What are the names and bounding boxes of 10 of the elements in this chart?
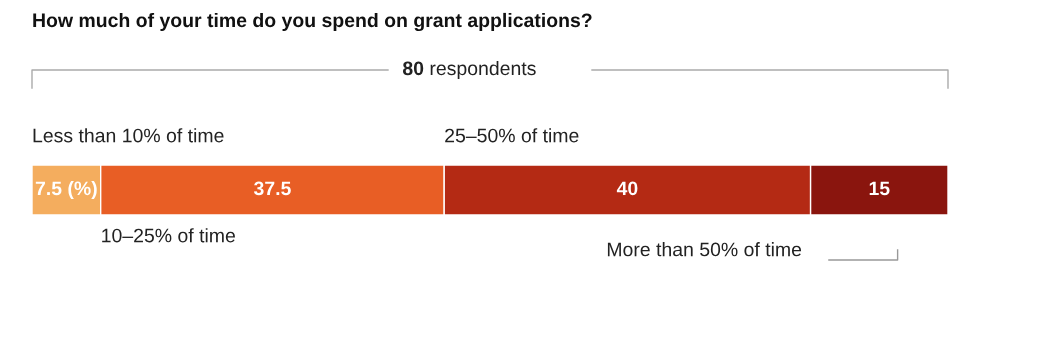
series-label: 25–50% of time	[445, 128, 579, 143]
series-label: Less than 10% of time	[33, 128, 224, 143]
data-label: 15	[869, 181, 890, 196]
data-label: 37.5	[253, 181, 291, 196]
series-label: 10–25% of time	[102, 228, 235, 243]
series-label: More than 50% of time	[607, 242, 802, 257]
data-label: 40	[616, 181, 638, 196]
data-label: 7.5 (%)	[35, 180, 97, 200]
chart-title: How much of your time do you spend on grant applications?	[33, 12, 592, 32]
text: 80 respondents	[402, 60, 536, 80]
